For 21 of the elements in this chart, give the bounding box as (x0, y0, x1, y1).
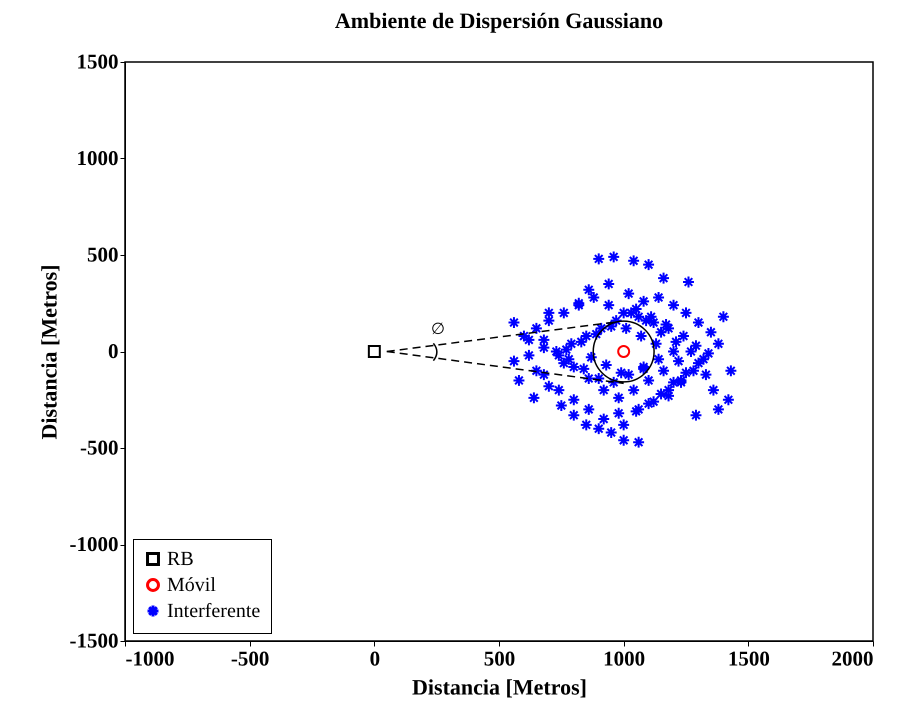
annotation: ∅ (431, 321, 445, 338)
x-tick-label: 1000 (603, 646, 646, 670)
y-tick-label: 1500 (76, 50, 118, 74)
legend-label: RB (167, 548, 194, 570)
y-tick-label: 1000 (76, 146, 118, 170)
y-tick-label: -500 (80, 436, 118, 460)
y-tick-label: 500 (87, 242, 118, 266)
x-tick-label: -500 (230, 646, 270, 670)
y-tick-label: -1000 (70, 532, 118, 556)
x-tick-label: -1000 (126, 646, 174, 670)
x-tick-label: 1500 (728, 646, 770, 670)
y-tick-label: 0 (108, 339, 118, 363)
legend-label: Interferente (167, 600, 260, 622)
x-axis-title: Distancia [Metros] (412, 674, 587, 700)
chart-title: Ambiente de Dispersión Gaussiano (334, 8, 664, 33)
legend-label: Móvil (167, 574, 216, 596)
x-tick-label: 500 (484, 646, 516, 670)
y-tick-label: -1500 (70, 628, 118, 652)
x-tick-label: 2000 (832, 646, 874, 670)
y-axis-title: Distancia [Metros] (36, 264, 62, 440)
x-tick-label: 0 (370, 646, 380, 670)
